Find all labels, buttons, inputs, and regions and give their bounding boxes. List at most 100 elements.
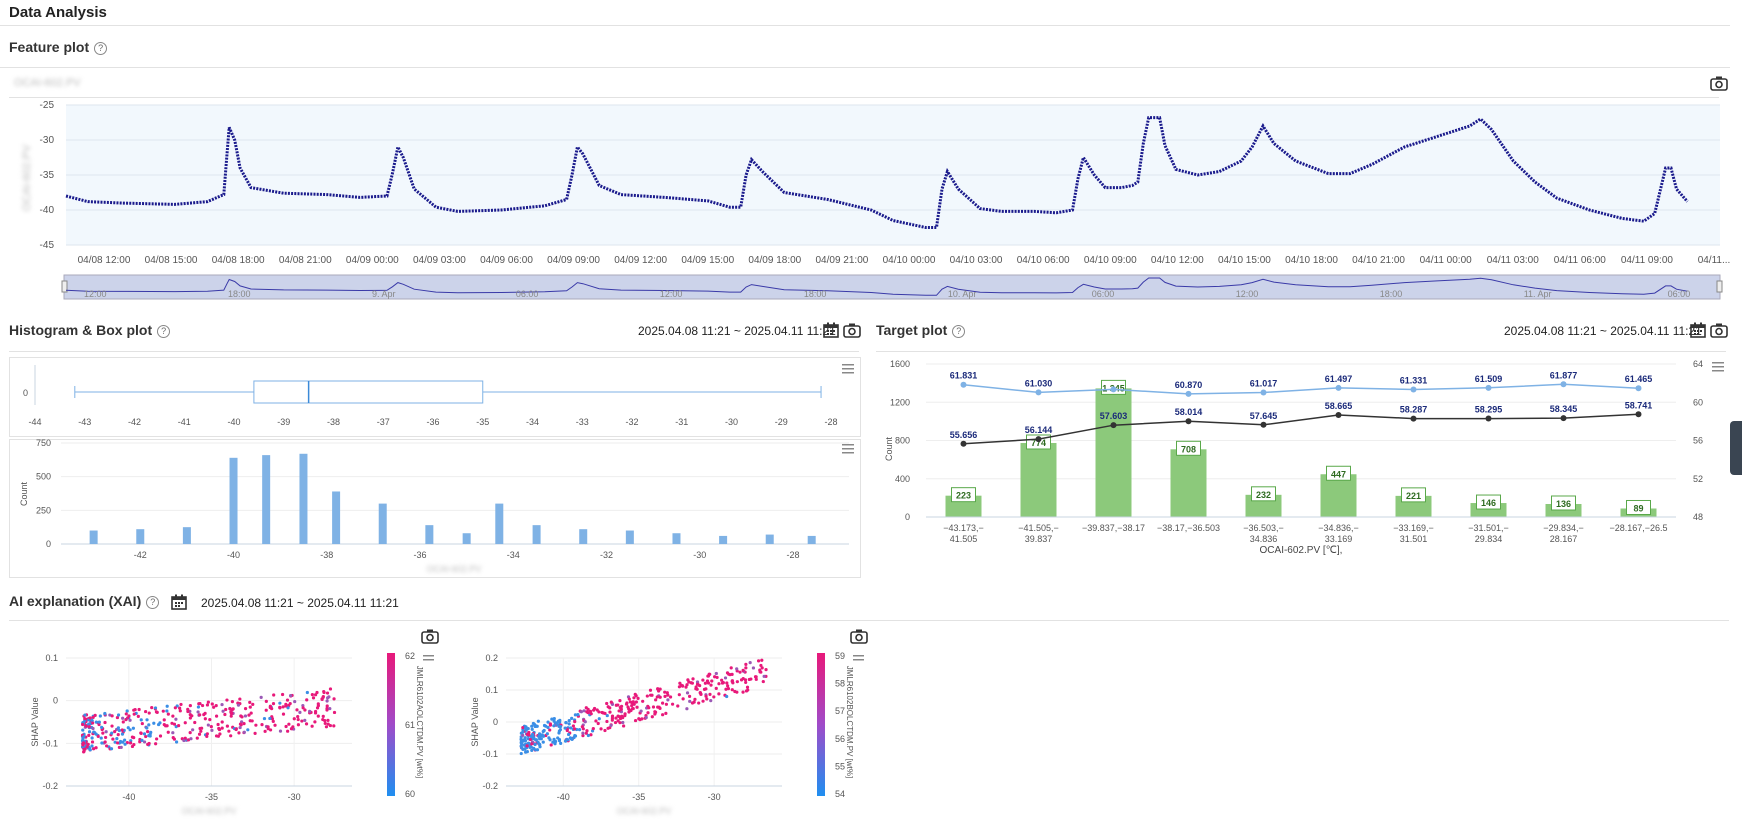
shap-point [691, 677, 695, 681]
shap-point [670, 702, 675, 706]
menu-icon[interactable] [853, 659, 864, 661]
shap-point [303, 708, 307, 712]
x-tick-label: -32 [625, 417, 638, 427]
camera-icon[interactable] [850, 628, 868, 644]
shap-scatter-1[interactable]: 0.1 0 -0.1 -0.2 -40 -35 -30 SHAP Value 62 61 60 JML… [0, 645, 440, 822]
x-tick-label: 04/09 06:00 [480, 255, 533, 266]
shap-point [218, 732, 222, 736]
shap-point [523, 736, 527, 740]
shap-point [144, 734, 148, 739]
shap-point [630, 703, 634, 708]
shap-point [128, 718, 132, 722]
shap-point [278, 729, 283, 733]
shap-point [541, 740, 545, 744]
shap-point [591, 727, 595, 731]
shap-point [140, 738, 144, 742]
x-tick-label: −41.505,− [1018, 523, 1059, 533]
menu-icon[interactable] [842, 444, 854, 454]
histogram-title: Histogram & Box plot? [9, 322, 171, 338]
navigator[interactable] [63, 274, 1721, 300]
shap-point [117, 728, 121, 733]
side-panel-toggle[interactable] [1730, 421, 1742, 475]
shap-point [104, 735, 108, 740]
shap-point [322, 689, 326, 694]
shap-point [610, 716, 615, 720]
feature-line-chart[interactable]: 04/08 12:00 04/08 15:00 04/08 18:00 04/08 2… [0, 98, 1730, 304]
shap-point [198, 713, 202, 717]
box-plot[interactable]: 0 -44 -43 -42 -41 -40 -39 -38 -37 -36 -35 -34 -33 -32… [9, 357, 859, 435]
menu-icon[interactable] [853, 655, 864, 657]
shap-point [208, 718, 212, 722]
shap-point [227, 729, 231, 733]
shap-point [582, 709, 586, 713]
bar-value-box [1476, 494, 1501, 510]
shap-point [569, 726, 573, 730]
shap-point [287, 722, 291, 726]
shap-point [729, 666, 733, 670]
target-chart[interactable]: 0 400 800 1200 1600 48 52 56 60 64 Count 223 −43.173… [876, 352, 1736, 564]
shap-point [325, 708, 329, 712]
x-tick-label: -30 [693, 550, 706, 560]
shap-point [173, 706, 177, 710]
shap-point [756, 659, 761, 663]
y-tick-label: 500 [36, 472, 51, 482]
x-tick-label: 04/11 09:00 [1621, 255, 1674, 266]
camera-icon[interactable] [1710, 322, 1728, 338]
shap-point [188, 704, 192, 708]
calendar-icon[interactable] [170, 594, 188, 610]
x-tick-label: 04/08 12:00 [78, 255, 131, 266]
shap-point [324, 725, 329, 729]
shap-point [174, 740, 179, 744]
shap-point [266, 725, 270, 729]
shap-point [762, 674, 766, 678]
shap-point [268, 716, 272, 721]
shap-point [145, 718, 149, 722]
y-left-tick-label: 1600 [890, 359, 910, 369]
histogram-bar [299, 453, 308, 544]
lower-point [1410, 415, 1417, 422]
menu-icon[interactable] [842, 364, 854, 374]
shap-point [592, 708, 596, 712]
bar-value-label: 146 [1481, 498, 1496, 508]
shap-point [556, 719, 560, 723]
x-tick-label: -43 [78, 417, 91, 427]
histogram-bar [229, 457, 238, 544]
upper-point-label: 61.030 [1025, 378, 1053, 388]
shap-point [103, 720, 107, 725]
navigator-left-handle[interactable] [61, 280, 68, 293]
shap-point [100, 725, 104, 729]
menu-icon[interactable] [1712, 362, 1724, 372]
shap-point [550, 717, 554, 721]
camera-icon[interactable] [843, 322, 861, 338]
bar-value-label: 708 [1181, 444, 1196, 454]
target-bar [1170, 449, 1207, 517]
x-tick-label: 04/11 00:00 [1420, 255, 1473, 266]
menu-icon[interactable] [423, 655, 434, 657]
x-tick-label: −38.17,−36.503 [1157, 523, 1220, 533]
help-icon[interactable]: ? [952, 324, 966, 338]
lower-point [1635, 411, 1642, 418]
x-tick-label: 04/08 15:00 [145, 255, 198, 266]
menu-icon[interactable] [423, 659, 434, 661]
lower-point-label: 55.656 [950, 430, 978, 440]
navigator-label: 06:00 [1092, 289, 1115, 299]
navigator-right-handle[interactable] [1716, 280, 1723, 293]
help-icon[interactable]: ? [157, 324, 171, 338]
shap-point [186, 738, 191, 742]
help-icon[interactable]: ? [146, 595, 160, 609]
shap-scatter-2[interactable]: 0.2 0.1 0 -0.1 -0.2 -40 -35 -30 SHAP Value 59 58 57… [440, 645, 870, 822]
shap-point [532, 746, 536, 750]
shap-point [565, 737, 569, 741]
shap-point [525, 744, 529, 748]
camera-icon[interactable] [421, 628, 439, 644]
histogram-chart[interactable]: 0 250 500 750 -42 -40 -38 -36 -34 -32 -30 -28 Count O… [9, 439, 859, 576]
help-icon[interactable]: ? [94, 41, 108, 55]
camera-icon[interactable] [1710, 75, 1728, 91]
shap-point [325, 699, 329, 703]
calendar-icon[interactable] [822, 322, 840, 338]
shap-point [225, 698, 229, 702]
shap-point [230, 700, 234, 704]
x-axis-label: OCAI-602.PV [℃], [1260, 545, 1343, 556]
calendar-icon[interactable] [1689, 322, 1707, 338]
shap-point [636, 696, 640, 700]
